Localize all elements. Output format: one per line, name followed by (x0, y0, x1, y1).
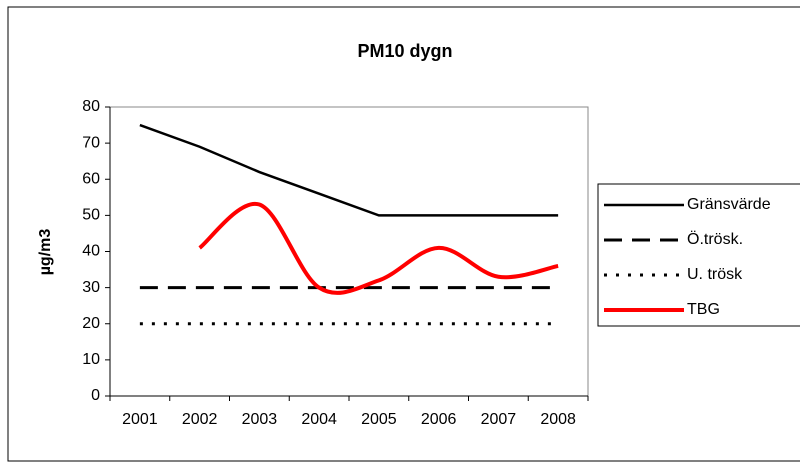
y-tick-label: 50 (82, 207, 100, 224)
plot-area (109, 106, 589, 397)
legend-box (597, 183, 800, 327)
legend-label: Ö.trösk. (687, 230, 743, 248)
x-tick-label: 2008 (540, 411, 576, 428)
x-tick-label: 2003 (242, 411, 278, 428)
x-tick-label: 2007 (481, 411, 517, 428)
series-line (139, 123, 559, 217)
y-tick-label: 30 (82, 279, 100, 296)
series-line (198, 201, 559, 295)
x-tick-label: 2005 (361, 411, 397, 428)
y-tick-label: 60 (82, 170, 100, 187)
y-tick-label: 20 (82, 315, 100, 332)
y-axis-label: µg/m3 (37, 229, 54, 276)
x-tick-label: 2006 (421, 411, 457, 428)
legend-label: U. trösk (687, 266, 743, 283)
x-tick-label: 2004 (301, 411, 337, 428)
y-tick-label: 0 (91, 387, 100, 404)
y-tick-label: 10 (82, 351, 100, 368)
chart-border (7, 6, 800, 462)
y-tick-label: 40 (82, 243, 100, 260)
chart-title: PM10 dygn (357, 41, 452, 61)
legend-label: Gränsvärde (687, 196, 771, 213)
y-tick-label: 70 (82, 134, 100, 151)
x-tick-label: 2002 (182, 411, 218, 428)
legend-label: TBG (687, 301, 720, 318)
x-tick-label: 2001 (122, 411, 158, 428)
y-tick-label: 80 (82, 98, 100, 115)
